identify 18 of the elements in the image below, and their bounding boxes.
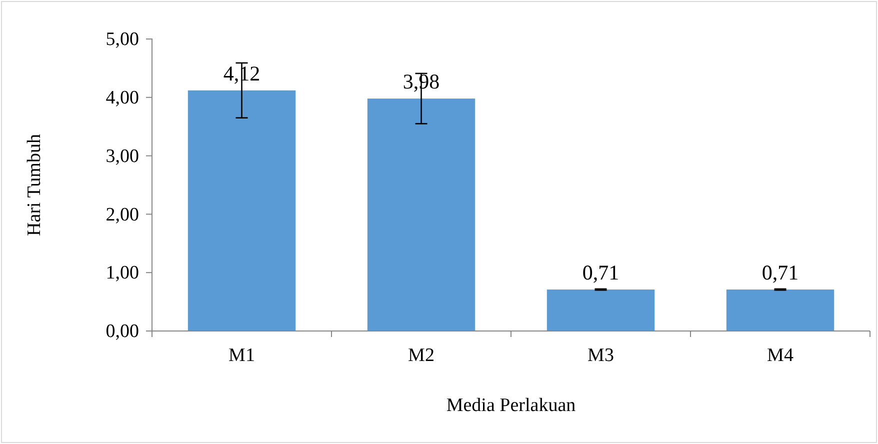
y-axis-title: Hari Tumbuh bbox=[24, 134, 45, 236]
x-tick-label: M4 bbox=[767, 345, 794, 366]
y-tick-label: 2,00 bbox=[106, 204, 139, 226]
y-tick-label: 0,00 bbox=[106, 321, 139, 342]
x-tick-label: M2 bbox=[408, 345, 434, 366]
y-tick-label: 4,00 bbox=[106, 87, 139, 108]
bar bbox=[546, 290, 655, 331]
y-tick-label: 5,00 bbox=[106, 29, 139, 50]
bar bbox=[188, 90, 296, 331]
x-tick-label: M3 bbox=[588, 345, 614, 366]
x-tick-label: M1 bbox=[228, 345, 255, 366]
data-label: 0,71 bbox=[762, 260, 799, 285]
x-axis-title: Media Perlakuan bbox=[446, 395, 576, 416]
data-label: 0,71 bbox=[582, 260, 620, 285]
bar bbox=[367, 98, 476, 331]
y-tick-label: 3,00 bbox=[106, 146, 139, 167]
y-tick-label: 1,00 bbox=[106, 262, 139, 284]
bar bbox=[726, 290, 834, 331]
